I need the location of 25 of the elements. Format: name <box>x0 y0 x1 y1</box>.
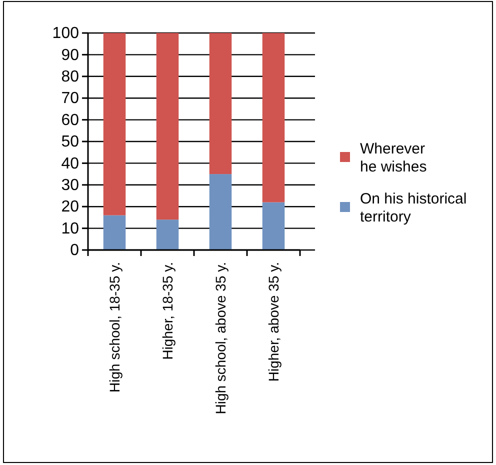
y-tick-label: 70 <box>61 90 80 108</box>
bar <box>262 33 285 202</box>
y-tick-label: 0 <box>70 242 80 260</box>
bar <box>156 220 179 250</box>
legend-label: On his historical territory <box>360 190 467 226</box>
bar <box>156 33 179 220</box>
x-tick-label: Higher, above 35 y. <box>265 262 282 382</box>
y-tick-label: 90 <box>61 46 80 64</box>
bar <box>209 174 232 250</box>
bar <box>103 215 126 250</box>
y-tick-label: 40 <box>61 155 80 172</box>
y-tick-label: 10 <box>61 220 80 238</box>
bar <box>262 202 285 250</box>
y-tick-label: 20 <box>61 198 80 216</box>
bar <box>209 33 232 174</box>
x-tick-label: High school, above 35 y. <box>212 262 228 414</box>
y-tick-label: 50 <box>61 134 80 151</box>
y-tick-label: 80 <box>61 68 80 86</box>
y-tick-label: 60 <box>61 112 80 129</box>
bar <box>103 33 126 216</box>
x-tick-label: High school, 18-35 y. <box>106 262 122 392</box>
x-tick-label: Higher, 18-35 y. <box>159 262 176 360</box>
legend-label: Wherever he wishes <box>360 140 427 176</box>
y-tick-label: 30 <box>61 177 80 194</box>
y-tick-label: 100 <box>52 25 80 42</box>
